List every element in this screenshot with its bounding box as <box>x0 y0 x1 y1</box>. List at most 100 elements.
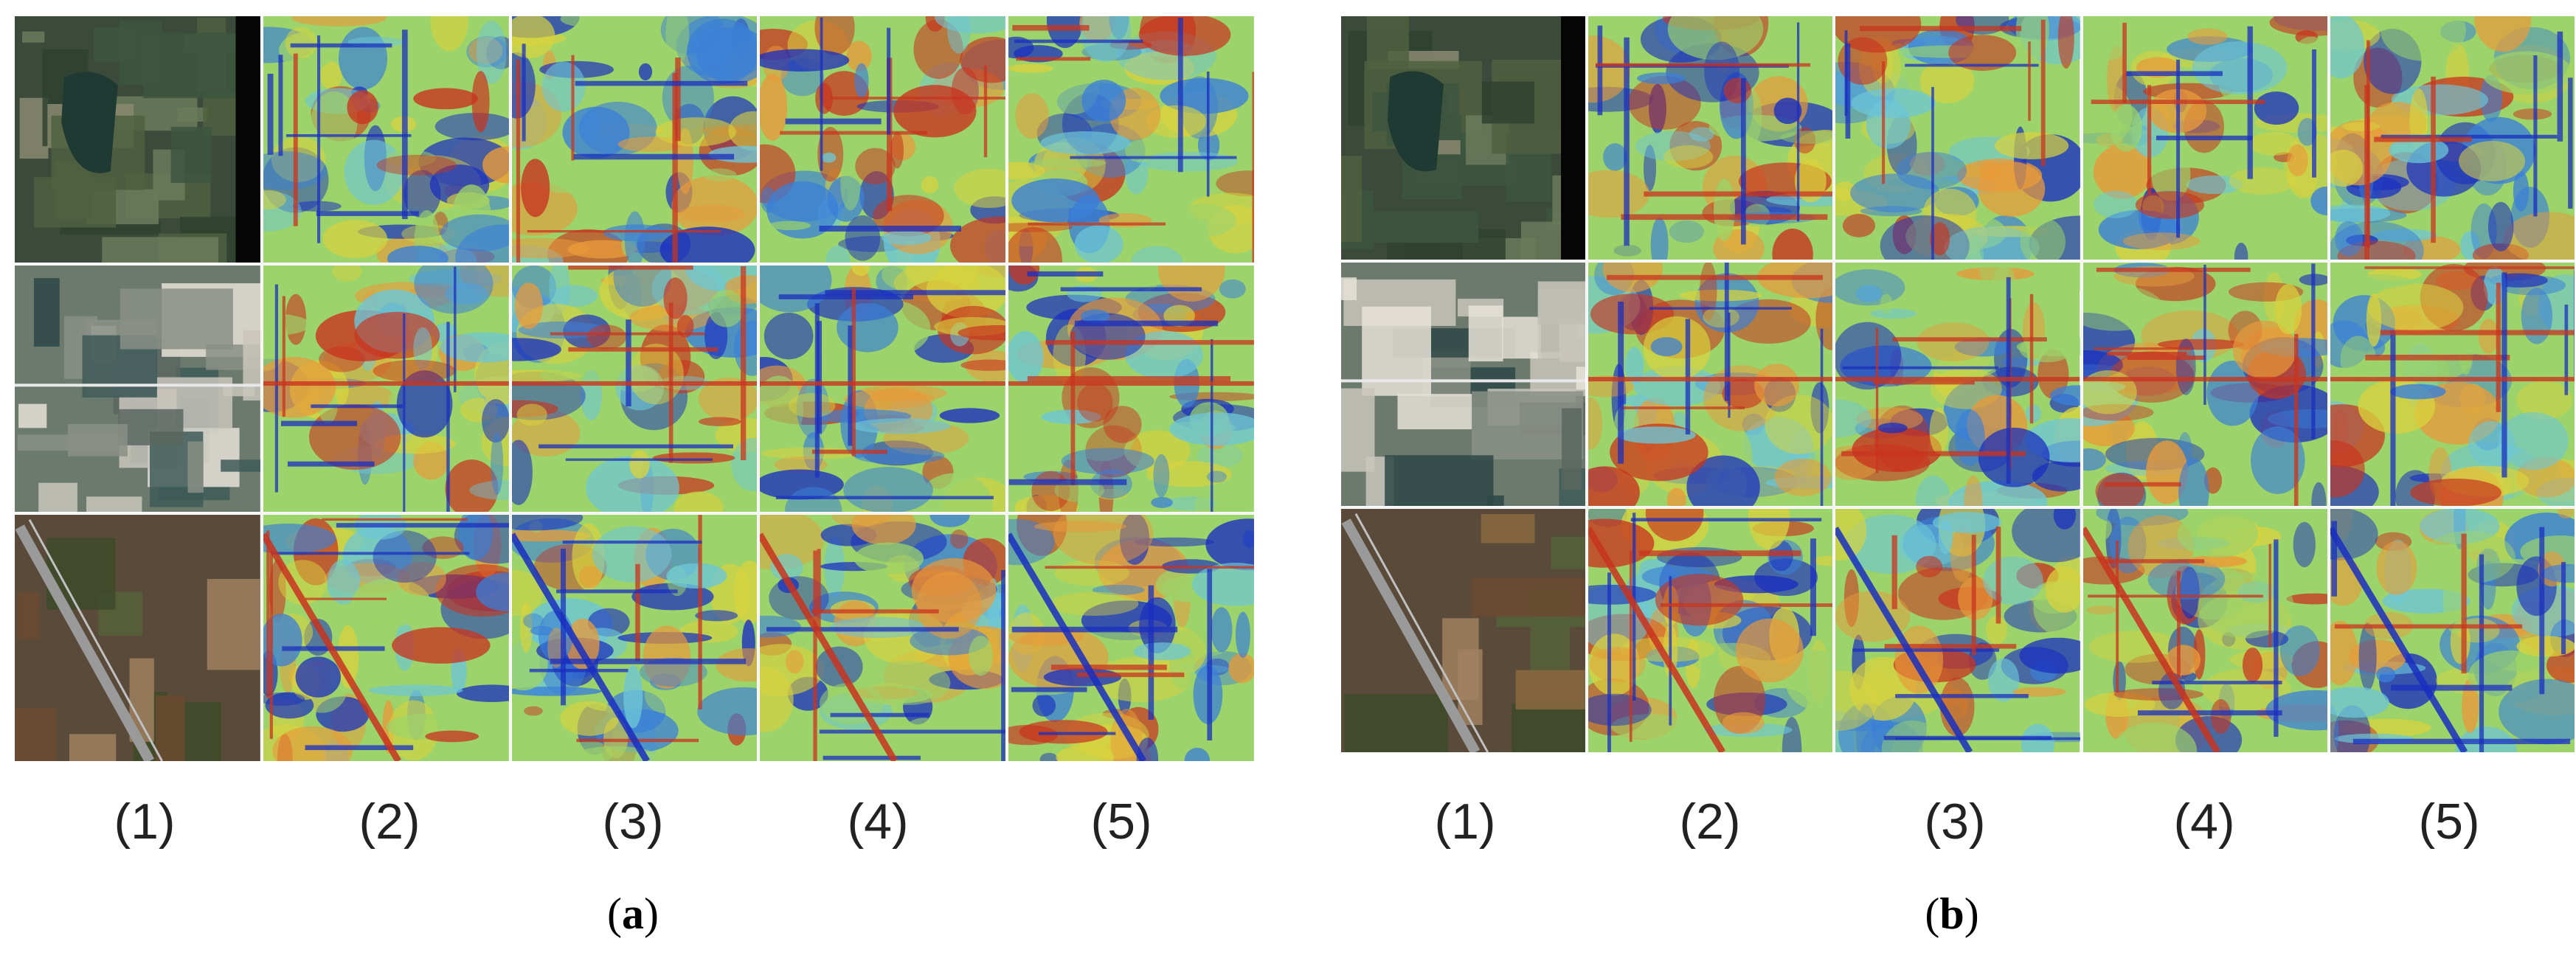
heatmap-stripe <box>316 211 419 216</box>
tile-graphic <box>1835 509 2080 752</box>
heatmap-stripe <box>2175 59 2180 238</box>
heatmap-blob <box>921 176 939 194</box>
satellite-border <box>235 16 260 263</box>
heatmap-stripe <box>1669 576 1672 726</box>
heatmap-blob <box>1008 226 1063 263</box>
heatmap-blob <box>2310 482 2326 506</box>
heatmap-blob <box>1219 279 1246 299</box>
heatmap-road-response <box>760 381 1006 386</box>
heatmap-stripe <box>1841 451 2026 457</box>
tile-graphic <box>760 265 1006 512</box>
heatmap-blob <box>786 650 804 674</box>
heatmap-stripe <box>1207 72 1210 197</box>
heatmap-blob <box>1053 515 1154 566</box>
heatmap-blob <box>2229 167 2296 195</box>
heatmap-tile <box>1835 15 2081 260</box>
column-label: (5) <box>1090 794 1152 850</box>
heatmap-stripe <box>1028 376 1231 382</box>
heatmap-blob <box>2546 648 2575 684</box>
heatmap-stripe <box>1620 406 1745 409</box>
heatmap-blob <box>910 626 989 656</box>
heatmap-blob <box>1657 546 1742 568</box>
heatmap-tile <box>2329 508 2575 753</box>
heatmap-stripe <box>453 266 457 392</box>
heatmap-stripe <box>567 265 693 270</box>
heatmap-stripe <box>831 712 930 718</box>
heatmap-blob <box>1880 294 1894 314</box>
heatmap-blob <box>671 175 758 237</box>
heatmap-blob <box>2093 145 2152 199</box>
heatmap-stripe <box>529 668 629 673</box>
heatmap-stripe <box>1045 340 1254 345</box>
heatmap-blob <box>2375 667 2395 683</box>
heatmap-road-response <box>1008 381 1254 386</box>
heatmap-blob <box>455 224 509 263</box>
heatmap-blob <box>760 49 850 72</box>
heatmap-blob <box>413 327 432 371</box>
heatmap-stripe <box>674 58 681 142</box>
heatmap-blob <box>2082 285 2164 331</box>
heatmap-blob <box>789 392 836 418</box>
heatmap-stripe <box>740 265 746 460</box>
tile-graphic <box>511 515 758 761</box>
heatmap-stripe <box>2122 22 2127 103</box>
satellite-field <box>118 409 184 445</box>
heatmap-blob <box>2498 412 2569 471</box>
heatmap-blob <box>1236 611 1251 658</box>
heatmap-blob <box>843 467 934 512</box>
heatmap-blob <box>1714 178 1736 241</box>
heatmap-stripe <box>402 313 406 512</box>
heatmap-blob <box>2021 218 2066 260</box>
heatmap-blob <box>560 16 622 28</box>
heatmap-tile <box>1008 514 1255 762</box>
heatmap-stripe <box>1741 77 1746 245</box>
heatmap-blob <box>2330 204 2391 223</box>
heatmap-blob <box>2145 440 2188 504</box>
heatmap-blob <box>1992 263 2017 322</box>
heatmap-blob <box>1666 487 1686 506</box>
heatmap-stripe <box>285 133 412 137</box>
heatmap-stripe <box>1873 381 1976 385</box>
heatmap-stripe <box>1607 274 1824 280</box>
heatmap-blob <box>2250 426 2305 494</box>
heatmap-stripe <box>1661 603 1833 607</box>
satellite-field <box>15 707 57 761</box>
heatmap-highway-response <box>263 532 401 761</box>
heatmap-blob <box>916 572 982 639</box>
heatmap-blob <box>2291 36 2327 88</box>
heatmap-stripe <box>817 321 823 434</box>
heatmap-stripe <box>522 44 526 142</box>
heatmap-blob <box>1151 496 1174 508</box>
heatmap-blob <box>2086 605 2116 615</box>
satellite-image-tile <box>1340 508 1587 753</box>
heatmap-stripe <box>779 294 914 299</box>
satellite-field <box>1362 306 1432 396</box>
tile-graphic <box>1588 16 1833 260</box>
heatmap-blob <box>707 289 744 327</box>
heatmap-blob <box>1131 246 1183 263</box>
heatmap-stripe <box>2564 305 2568 395</box>
heatmap-blob <box>1916 555 1943 577</box>
heatmap-highway-response <box>511 532 650 761</box>
heatmap-blob <box>511 369 582 382</box>
heatmap-blob <box>851 265 870 277</box>
heatmap-blob <box>2166 645 2201 676</box>
tile-graphic <box>1008 265 1254 512</box>
heatmap-blob <box>2019 637 2080 674</box>
heatmap-blob <box>2367 283 2464 331</box>
satellite-field <box>1397 394 1472 430</box>
heatmap-blob <box>295 656 341 698</box>
heatmap-road-response <box>263 381 509 386</box>
heatmap-blob <box>1815 287 1833 350</box>
heatmap-blob <box>476 572 509 611</box>
satellite-field <box>1502 316 1541 359</box>
heatmap-blob <box>1009 265 1040 285</box>
heatmap-blob <box>2456 617 2500 643</box>
heatmap-blob <box>715 417 758 453</box>
heatmap-blob <box>958 324 1006 341</box>
heatmap-stripe <box>1045 566 1254 569</box>
satellite-field <box>221 459 260 472</box>
tile-graphic <box>15 515 260 761</box>
heatmap-blob <box>1061 448 1155 475</box>
heatmap-blob <box>2521 288 2552 344</box>
